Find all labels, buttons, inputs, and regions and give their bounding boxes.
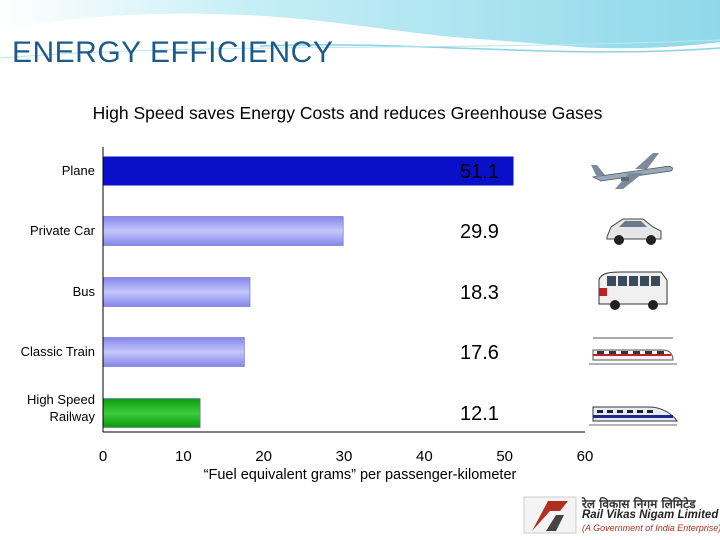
- category-label-classic-train: Classic Train: [21, 344, 95, 359]
- bar-chart: Plane Private Car Bus Classic Train High Spe…: [20, 144, 678, 465]
- airplane-icon: [588, 144, 678, 198]
- category-labels-group: Plane Private Car Bus Classic Train High Spe…: [21, 163, 96, 424]
- bar-plane: [103, 156, 514, 186]
- bars-group: [102, 156, 514, 428]
- value-label-private-car: 29.9: [460, 221, 499, 243]
- axis-group: 0 10 20 30 40 50 60: [99, 147, 594, 465]
- category-label-high-speed-railway: High Speed Railway: [27, 392, 95, 424]
- bar-bus: [102, 277, 251, 307]
- x-tick-label-30: 30: [336, 448, 353, 465]
- bus-icon: [588, 267, 678, 317]
- icons-group: [588, 144, 678, 437]
- car-icon: [588, 209, 678, 253]
- value-label-classic-train: 17.6: [460, 342, 499, 364]
- logo-tagline-text: (A Government of India Enterprise): [582, 523, 720, 533]
- logo-name-text: Rail Vikas Nigam Limited: [582, 509, 719, 521]
- x-tick-label-20: 20: [255, 448, 272, 465]
- category-label-bus: Bus: [73, 284, 96, 299]
- x-tick-label-50: 50: [496, 448, 513, 465]
- value-label-plane: 51.1: [460, 161, 499, 183]
- value-label-bus: 18.3: [460, 282, 499, 304]
- company-logo: रेल विकास निगम लिमिटेड Rail Vikas Nigam …: [520, 493, 720, 537]
- bar-classic-train: [102, 337, 245, 367]
- train-icon: [588, 327, 678, 377]
- bar-high-speed-railway: [102, 398, 201, 428]
- x-tick-label-0: 0: [99, 448, 107, 465]
- header-swoosh-decoration: [0, 0, 720, 62]
- slide-title: ENERGY EFFICIENCY: [12, 36, 334, 69]
- logo-mark-icon: [523, 496, 577, 534]
- x-tick-label-40: 40: [416, 448, 433, 465]
- chart-subtitle: High Speed saves Energy Costs and reduce…: [92, 103, 603, 123]
- x-axis-title: “Fuel equivalent grams” per passenger-ki…: [203, 467, 517, 483]
- high-speed-train-icon: [588, 389, 678, 437]
- value-labels-group: 51.1 29.9 18.3 17.6 12.1: [460, 161, 499, 425]
- bar-private-car: [102, 216, 344, 246]
- logo-hindi-text: रेल विकास निगम लिमिटेड: [582, 497, 696, 511]
- value-label-high-speed-railway: 12.1: [460, 403, 499, 425]
- category-label-private-car: Private Car: [30, 223, 96, 238]
- category-label-plane: Plane: [62, 163, 95, 178]
- x-tick-label-60: 60: [577, 448, 594, 465]
- x-tick-label-10: 10: [175, 448, 192, 465]
